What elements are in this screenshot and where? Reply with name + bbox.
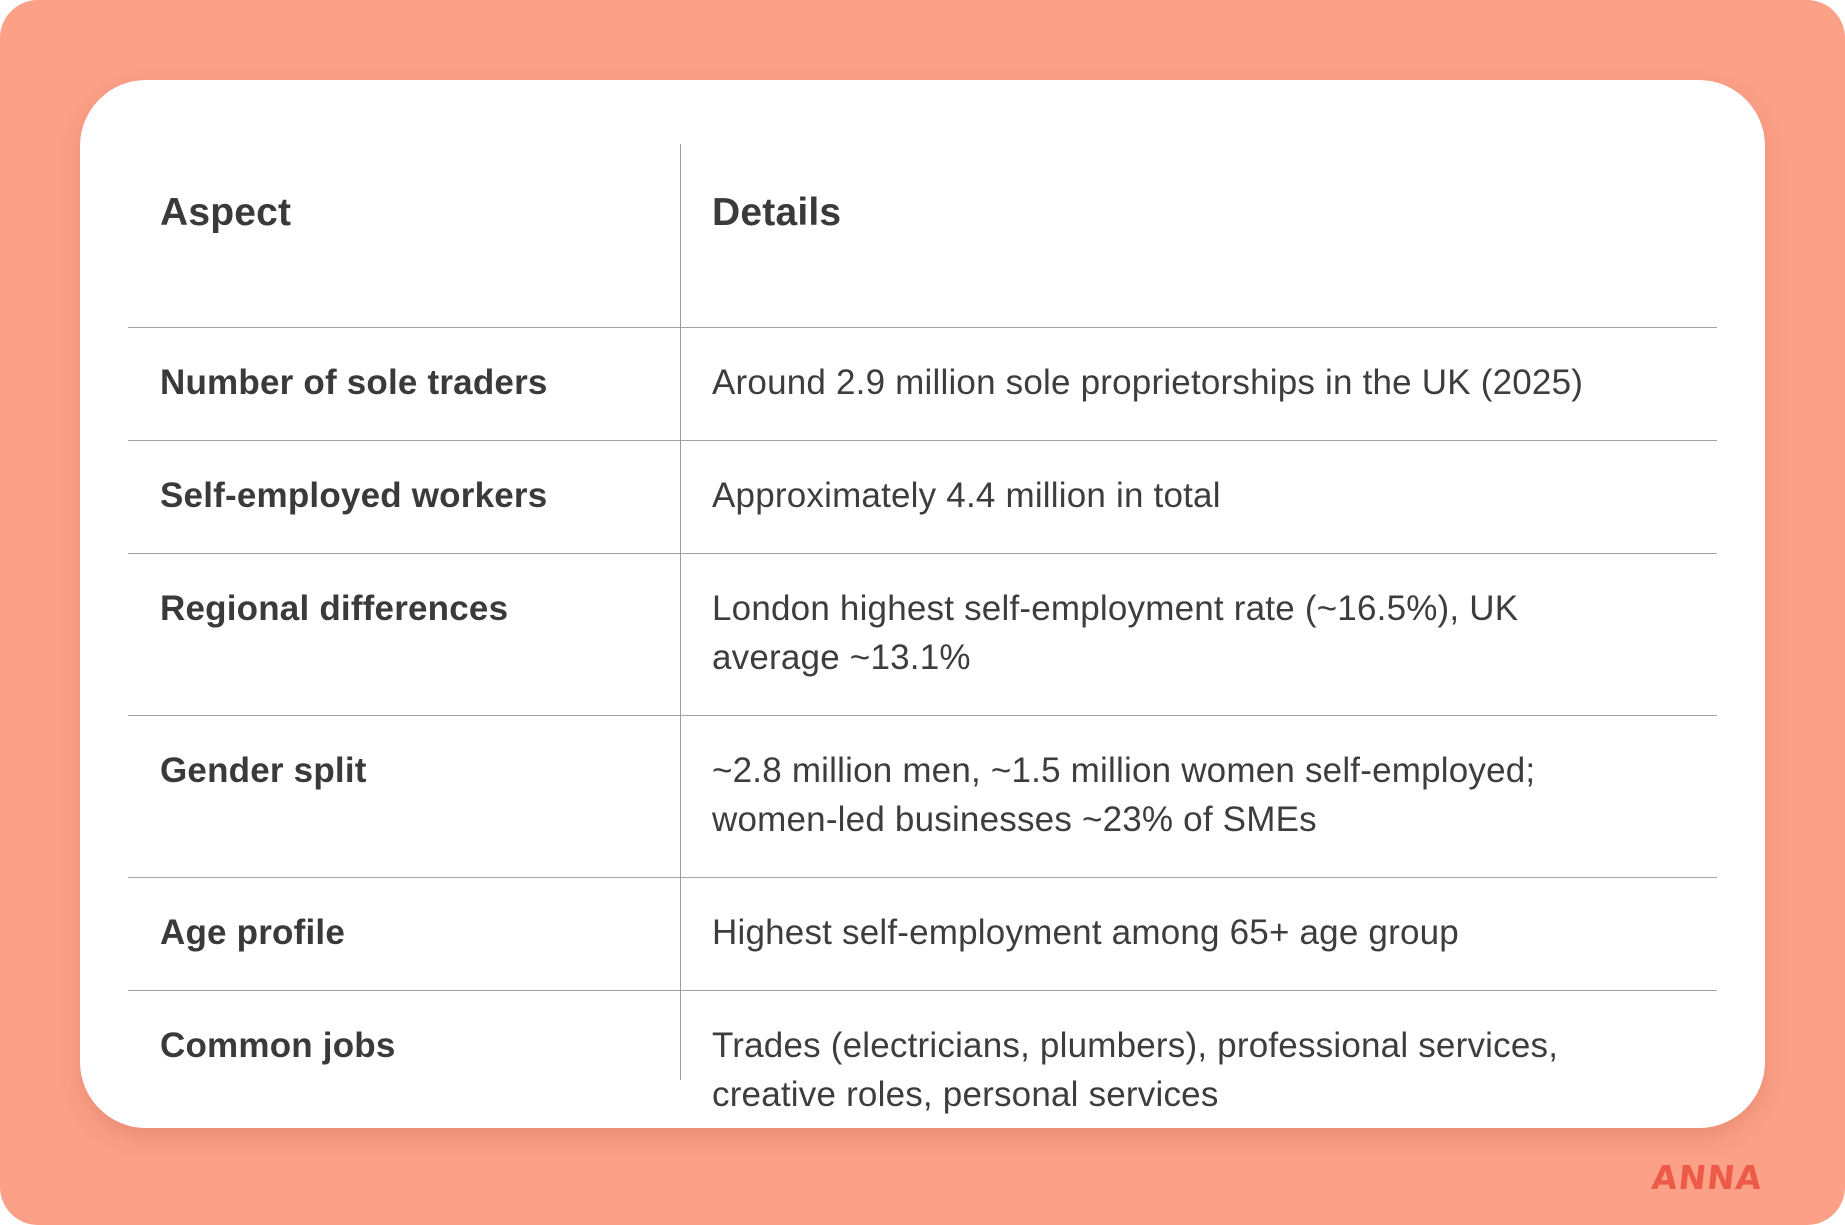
row-aspect: Number of sole traders	[160, 363, 548, 402]
data-table: Aspect Details Number of sole traders Ar…	[128, 144, 1717, 1114]
row-details: ~2.8 million men, ~1.5 million women sel…	[712, 751, 1536, 839]
table-row: Common jobs Trades (electricians, plumbe…	[128, 991, 1717, 1114]
row-details: Highest self-employment among 65+ age gr…	[712, 913, 1459, 952]
row-details: Approximately 4.4 million in total	[712, 476, 1221, 515]
row-details: Around 2.9 million sole proprietorships …	[712, 363, 1584, 402]
table-row: Regional differences London highest self…	[128, 554, 1717, 716]
row-aspect: Age profile	[160, 913, 345, 952]
table-header-row: Aspect Details	[128, 144, 1717, 328]
row-aspect: Self-employed workers	[160, 476, 548, 515]
header-details: Details	[712, 191, 842, 234]
row-details: Trades (electricians, plumbers), profess…	[712, 1026, 1559, 1114]
table-row: Gender split ~2.8 million men, ~1.5 mill…	[128, 716, 1717, 878]
anna-logo: ANNA	[1649, 1158, 1765, 1197]
row-details: London highest self-employment rate (~16…	[712, 589, 1519, 677]
table-card: Aspect Details Number of sole traders Ar…	[80, 80, 1765, 1128]
header-aspect: Aspect	[160, 191, 292, 234]
column-divider	[680, 144, 681, 1080]
row-aspect: Regional differences	[160, 589, 509, 628]
row-aspect: Gender split	[160, 751, 367, 790]
row-aspect: Common jobs	[160, 1026, 396, 1065]
table-row: Self-employed workers Approximately 4.4 …	[128, 441, 1717, 554]
table-row: Age profile Highest self-employment amon…	[128, 878, 1717, 991]
table-row: Number of sole traders Around 2.9 millio…	[128, 328, 1717, 441]
